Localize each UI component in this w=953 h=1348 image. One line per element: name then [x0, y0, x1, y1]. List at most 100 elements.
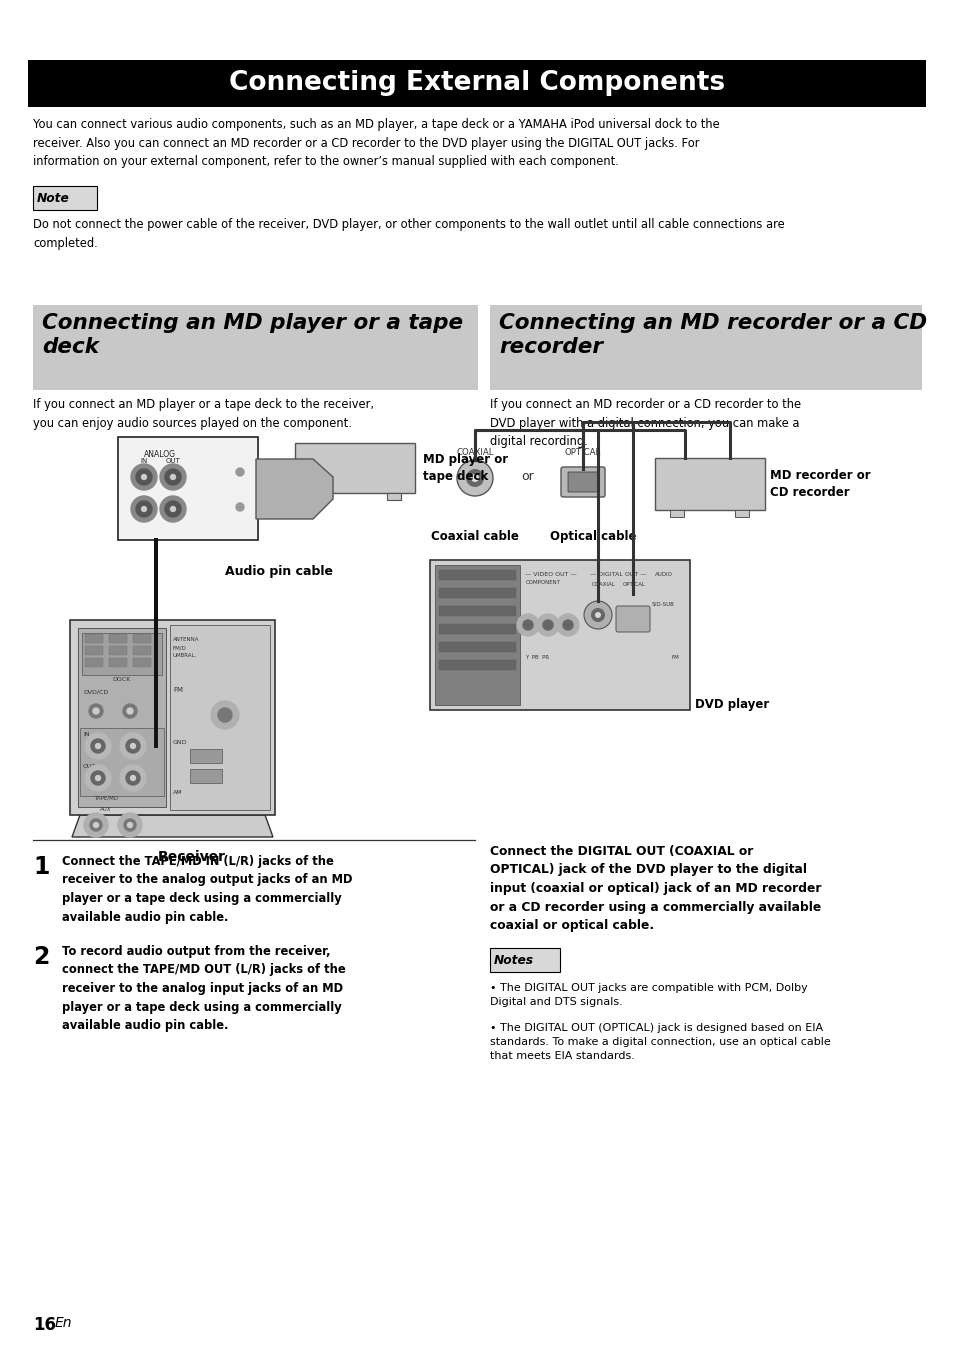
Circle shape [165, 469, 181, 485]
FancyBboxPatch shape [560, 466, 604, 497]
Text: GND: GND [172, 740, 188, 745]
Circle shape [136, 469, 152, 485]
Bar [438, 624, 516, 634]
Circle shape [91, 771, 105, 785]
Circle shape [590, 608, 604, 621]
Text: COMPONENT: COMPONENT [525, 580, 560, 585]
Bar [33, 305, 477, 390]
Text: 1: 1 [33, 855, 50, 879]
Text: Note: Note [37, 191, 70, 205]
Text: COAXIAL: COAXIAL [592, 582, 615, 586]
Circle shape [118, 813, 142, 837]
Polygon shape [71, 816, 273, 837]
Bar [70, 620, 274, 816]
Circle shape [562, 620, 573, 630]
Text: DOCK: DOCK [112, 677, 132, 682]
Circle shape [84, 813, 108, 837]
Text: or: or [521, 469, 534, 483]
Circle shape [542, 620, 553, 630]
Text: You can connect various audio components, such as an MD player, a tape deck or a: You can connect various audio components… [33, 119, 719, 168]
Text: Connecting External Components: Connecting External Components [229, 70, 724, 96]
Text: OPTICAL: OPTICAL [564, 448, 600, 457]
Circle shape [171, 507, 175, 511]
Circle shape [136, 501, 152, 518]
FancyBboxPatch shape [567, 472, 598, 492]
Circle shape [595, 612, 600, 617]
Bar [109, 646, 127, 655]
Bar [118, 437, 257, 541]
Text: FM: FM [670, 655, 679, 661]
Text: • The DIGITAL OUT (OPTICAL) jack is designed based on EIA
standards. To make a d: • The DIGITAL OUT (OPTICAL) jack is desi… [490, 1023, 830, 1061]
Bar [430, 559, 689, 710]
Text: IN: IN [83, 732, 90, 737]
Circle shape [90, 820, 102, 830]
Text: UMBRAL.: UMBRAL. [172, 652, 197, 658]
Text: Audio pin cable: Audio pin cable [225, 565, 333, 578]
Text: ANTENNA: ANTENNA [172, 638, 199, 642]
Text: To record audio output from the receiver,
connect the TAPE/MD OUT (L/R) jacks of: To record audio output from the receiver… [62, 945, 345, 1033]
Circle shape [456, 460, 493, 496]
Bar [28, 61, 925, 106]
Circle shape [93, 822, 98, 828]
Circle shape [123, 704, 137, 718]
Text: 16: 16 [33, 1316, 56, 1335]
Bar [190, 768, 222, 783]
Circle shape [127, 708, 132, 714]
Text: Y  PB  PR: Y PB PR [524, 655, 549, 661]
Bar [33, 186, 97, 210]
Circle shape [465, 469, 483, 487]
Bar [85, 634, 103, 643]
Circle shape [165, 501, 181, 518]
Bar [80, 728, 164, 797]
Text: MD player or
tape deck: MD player or tape deck [422, 453, 508, 483]
Bar [313, 493, 327, 500]
Text: DVD/CD: DVD/CD [83, 690, 108, 696]
Circle shape [235, 503, 244, 511]
Text: — DIGITAL OUT —: — DIGITAL OUT — [589, 572, 646, 577]
Text: COAXIAL: COAXIAL [456, 448, 494, 457]
Circle shape [126, 739, 140, 754]
Circle shape [160, 496, 186, 522]
Bar [294, 443, 415, 493]
Circle shape [557, 613, 578, 636]
Circle shape [235, 468, 244, 476]
Circle shape [141, 507, 147, 511]
Text: • The DIGITAL OUT jacks are compatible with PCM, Dolby
Digital and DTS signals.: • The DIGITAL OUT jacks are compatible w… [490, 983, 807, 1007]
Bar [655, 458, 764, 510]
Bar [438, 607, 516, 616]
Bar [109, 634, 127, 643]
Polygon shape [255, 460, 333, 519]
Circle shape [85, 733, 111, 759]
Circle shape [131, 775, 135, 780]
Bar [435, 565, 519, 705]
Circle shape [131, 744, 135, 748]
Bar [734, 510, 748, 518]
Text: Coaxial cable: Coaxial cable [431, 530, 518, 543]
Circle shape [83, 698, 109, 724]
Bar [490, 948, 559, 972]
Bar [190, 749, 222, 763]
Text: MD recorder or
CD recorder: MD recorder or CD recorder [769, 469, 870, 499]
Text: ANALOG: ANALOG [144, 450, 175, 460]
Circle shape [126, 771, 140, 785]
Text: If you connect an MD player or a tape deck to the receiver,
you can enjoy audio : If you connect an MD player or a tape de… [33, 398, 374, 430]
Bar [669, 510, 683, 518]
Circle shape [95, 744, 100, 748]
Circle shape [128, 822, 132, 828]
Circle shape [471, 474, 478, 483]
Circle shape [141, 474, 147, 480]
Circle shape [131, 496, 157, 522]
FancyBboxPatch shape [616, 607, 649, 632]
Text: If you connect an MD recorder or a CD recorder to the
DVD player with a digital : If you connect an MD recorder or a CD re… [490, 398, 801, 448]
Text: OUT: OUT [83, 764, 96, 768]
Text: IN: IN [140, 458, 148, 464]
Circle shape [517, 613, 538, 636]
Bar [85, 658, 103, 667]
Bar [132, 634, 151, 643]
Text: DVD player: DVD player [695, 698, 768, 710]
Text: FM/D: FM/D [172, 644, 187, 650]
Circle shape [124, 820, 136, 830]
Bar [78, 628, 166, 807]
Circle shape [92, 708, 99, 714]
Circle shape [91, 739, 105, 754]
